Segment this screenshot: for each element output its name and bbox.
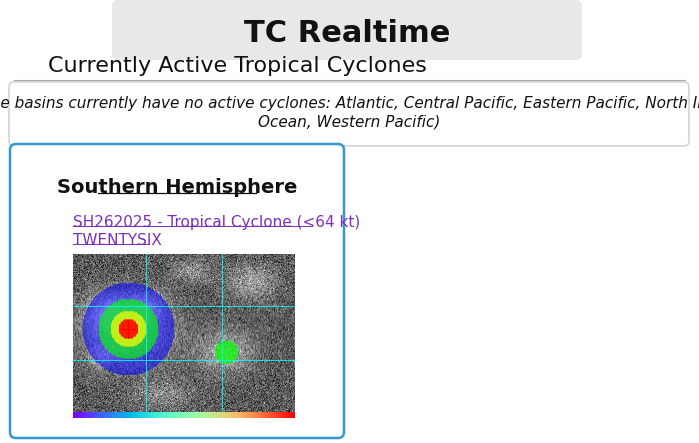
FancyBboxPatch shape	[10, 144, 344, 438]
Text: (These basins currently have no active cyclones: Atlantic, Central Pacific, East: (These basins currently have no active c…	[0, 96, 699, 110]
FancyBboxPatch shape	[9, 82, 689, 146]
Text: GOES-W  IR  19 MAR 2025/ 095600  SH262025  01:00: GOES-W IR 19 MAR 2025/ 095600 SH262025 0…	[75, 419, 206, 424]
Text: SH262025 - Tropical Cyclone (<64 kt): SH262025 - Tropical Cyclone (<64 kt)	[73, 214, 360, 229]
Text: TWENTYSIX: TWENTYSIX	[73, 233, 162, 248]
Text: Southern Hemisphere: Southern Hemisphere	[57, 178, 297, 197]
FancyBboxPatch shape	[112, 0, 582, 60]
Text: Currently Active Tropical Cyclones: Currently Active Tropical Cyclones	[48, 56, 426, 76]
Text: Ocean, Western Pacific): Ocean, Western Pacific)	[258, 114, 440, 129]
Text: TC Realtime: TC Realtime	[244, 19, 450, 47]
